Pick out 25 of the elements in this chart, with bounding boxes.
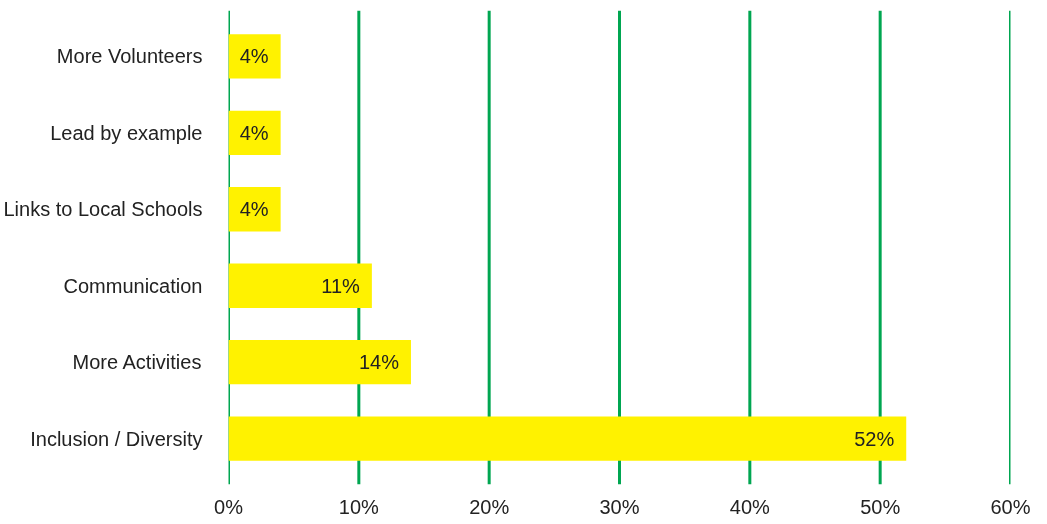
x-tick-label: 40% <box>729 495 771 518</box>
x-tick-label: 10% <box>338 495 380 518</box>
x-tick-label: 20% <box>469 495 510 518</box>
bar <box>228 263 372 308</box>
bar <box>228 34 281 79</box>
data-label: 14% <box>358 351 400 374</box>
x-tick-label: 0% <box>214 495 244 518</box>
bar <box>228 187 281 232</box>
data-label: 4% <box>239 45 269 68</box>
y-tick-label: More Volunteers <box>56 45 203 68</box>
x-tick-label: 30% <box>599 495 640 518</box>
x-tick-label: 50% <box>860 495 901 518</box>
x-tick-label: 60% <box>990 495 1031 518</box>
y-tick-label: Inclusion / Diversity <box>30 427 203 450</box>
data-label: 4% <box>239 198 269 221</box>
y-tick-label: Links to Local Schools <box>3 198 203 221</box>
y-tick-label: Communication <box>63 274 203 297</box>
y-tick-label: More Activities <box>72 351 202 374</box>
bar <box>228 110 281 155</box>
data-label: 4% <box>239 121 269 144</box>
bar <box>228 416 907 461</box>
data-label: 52% <box>854 427 895 450</box>
data-label: 11% <box>321 274 361 297</box>
y-tick-label: Lead by example <box>50 121 203 144</box>
bar <box>228 340 411 385</box>
